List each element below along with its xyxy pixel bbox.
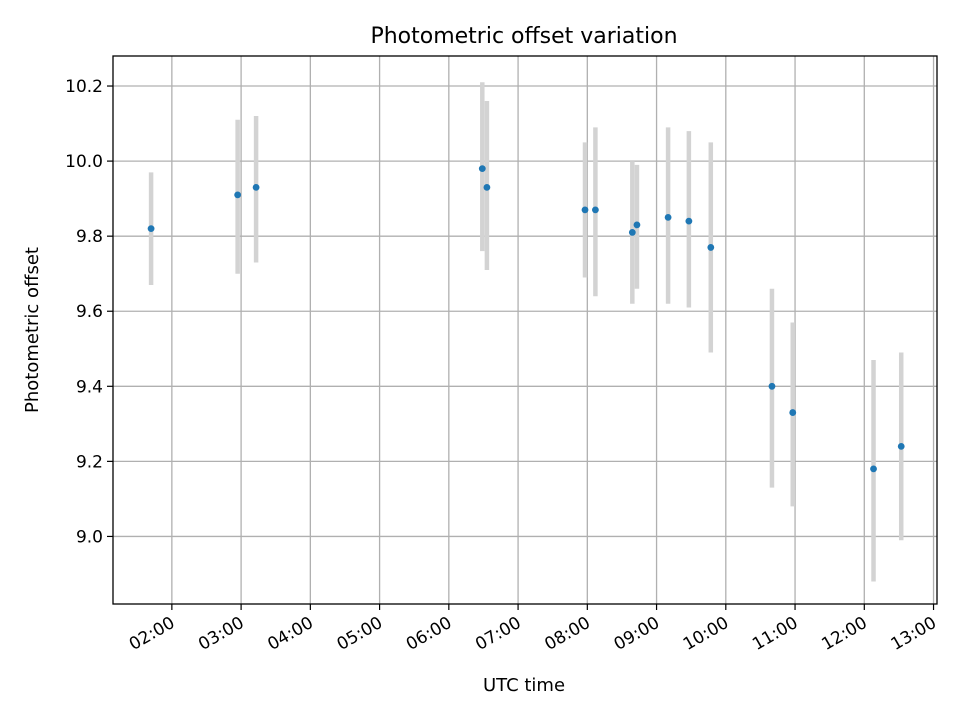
x-axis-ticks: 02:00 03:00 04:00 05:00 06:00 07:00 08:00 09:00… [126,604,940,655]
data-point [707,244,715,251]
axes-frame [112,55,938,605]
x-tick-label: 04:00 [264,613,316,655]
x-tick-label: 05:00 [334,613,386,655]
y-axis-ticks: 9.0 9.2 9.4 9.6 9.8 10.0 10.2 [65,77,113,547]
y-axis-label: Photometric offset [22,247,43,413]
y-tick-label: 10.0 [65,152,103,172]
data-point [633,221,641,229]
data-point [870,465,877,473]
y-tick-label: 9.2 [76,452,103,472]
data-point [147,225,155,233]
x-tick-label: 09:00 [611,613,663,655]
data-point [252,183,260,191]
x-tick-label: 06:00 [403,613,455,655]
x-tick-label: 08:00 [541,613,593,655]
data-point [628,229,636,236]
grid-lines [113,56,937,604]
y-tick-label: 10.2 [65,77,103,97]
data-point [478,165,486,173]
data-point [483,183,491,191]
data-point [664,213,672,221]
data-point [234,191,242,199]
x-tick-label: 13:00 [888,613,940,655]
x-tick-label: 03:00 [195,613,247,655]
x-axis-label: UTC time [483,675,565,696]
data-point [789,409,797,416]
y-tick-label: 9.6 [76,302,103,322]
x-tick-label: 10:00 [680,613,732,655]
data-point [897,442,905,450]
x-tick-label: 02:00 [126,613,178,655]
data-point [768,382,776,390]
error-bars [148,82,904,582]
data-points [147,165,905,473]
data-point [581,206,589,214]
data-point [685,217,693,225]
y-tick-label: 9.4 [76,377,103,397]
x-tick-label: 11:00 [749,613,801,655]
x-tick-label: 12:00 [818,613,870,655]
y-tick-label: 9.8 [76,227,103,247]
y-tick-label: 9.0 [76,527,103,547]
chart-title: Photometric offset variation [370,24,677,49]
data-point [591,206,599,214]
x-tick-label: 07:00 [472,613,524,655]
